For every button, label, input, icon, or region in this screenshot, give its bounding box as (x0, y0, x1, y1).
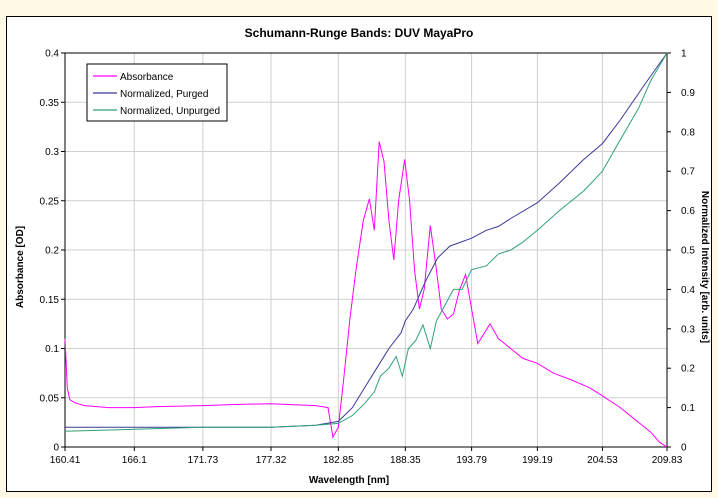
y-tick-label: 0 (53, 443, 59, 454)
y2-tick-label: 0.6 (681, 206, 695, 217)
y2-tick-label: 0.3 (681, 324, 695, 335)
legend: Absorbance Normalized, Purged Normalized… (86, 63, 228, 122)
y-tick-label: 0.35 (40, 98, 60, 109)
series-lines (64, 52, 668, 448)
legend-label-absorbance: Absorbance (120, 72, 174, 83)
y2-tick-label: 0.4 (681, 285, 695, 296)
x-tick-label: 182.85 (323, 455, 354, 466)
y-axis-title: Absorbance [OD] (15, 226, 26, 308)
y2-tick-label: 0.8 (681, 127, 695, 138)
x-tick-label: 177.32 (256, 455, 287, 466)
x-tick-label: 204.53 (587, 455, 618, 466)
chart-frame: Schumann-Runge Bands: DUV MayaPro 0 0.05 0… (6, 16, 712, 492)
y-tick-label: 0.4 (45, 49, 59, 60)
x-tick-label: 188.35 (390, 455, 421, 466)
legend-label-purged: Normalized, Purged (120, 89, 208, 100)
x-tick-label: 160.41 (50, 455, 81, 466)
x-tick-label: 171.73 (188, 455, 219, 466)
y2-tick-label: 0.9 (681, 88, 695, 99)
y2-tick-label: 0.7 (681, 167, 695, 178)
series-line-absorbance (64, 141, 668, 448)
x-tick-label: 209.83 (652, 455, 683, 466)
y2-axis-title: Normalized Intensity [arb. units] (699, 191, 710, 343)
y2-tick-label: 1 (681, 49, 687, 60)
x-tick-label: 166.1 (122, 455, 147, 466)
chart-canvas: Schumann-Runge Bands: DUV MayaPro 00.050… (15, 26, 710, 486)
y2-tick-label: 0.1 (681, 403, 695, 414)
y-tick-label: 0.25 (40, 196, 60, 207)
legend-label-unpurged: Normalized, Unpurged (120, 106, 220, 117)
y2-tick-label: 0.2 (681, 364, 695, 375)
y-tick-label: 0.15 (40, 295, 60, 306)
axes: 0 0.05 0.1 0.15 0.2 0.25 0.3 0.35 0.4 0 0.1 0.2 0.3 0… (40, 49, 696, 467)
x-tick-label: 199.19 (522, 455, 553, 466)
chart-title: Schumann-Runge Bands: DUV MayaPro (245, 26, 474, 40)
y-tick-label: 0.3 (45, 147, 59, 158)
y2-tick-label: 0 (681, 443, 687, 454)
y-tick-label: 0.05 (40, 393, 60, 404)
y-tick-label: 0.1 (45, 344, 59, 355)
y2-tick-label: 0.5 (681, 246, 695, 257)
series-line-normalized-unpurged (64, 52, 668, 432)
y-tick-label: 0.2 (45, 246, 59, 257)
x-tick-label: 193.79 (456, 455, 487, 466)
x-axis-title: Wavelength [nm] (309, 475, 389, 486)
